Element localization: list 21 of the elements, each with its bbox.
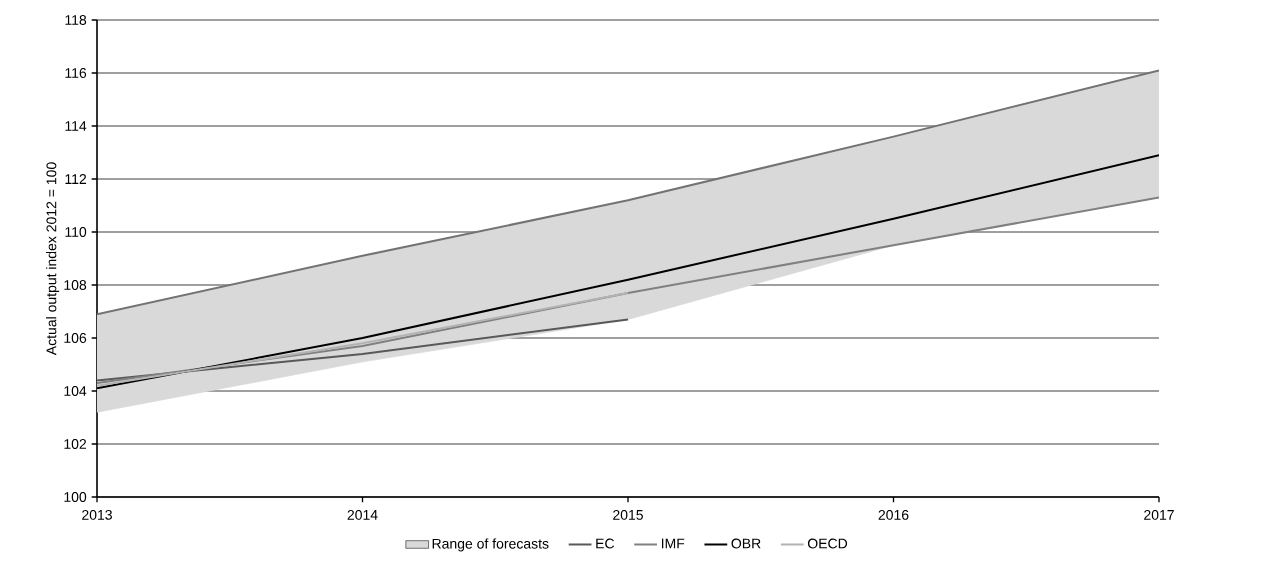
x-tick-label: 2014	[347, 509, 378, 520]
y-tick-label: 116	[65, 68, 87, 78]
y-tick-label: 104	[64, 386, 87, 396]
x-tick-label: 2013	[82, 509, 112, 520]
legend-label: Range of forecasts	[432, 538, 549, 552]
y-tick-label: 114	[65, 121, 87, 131]
y-tick-label: 110	[65, 227, 87, 237]
y-tick-label: 112	[65, 174, 87, 184]
legend-label: OBR	[731, 538, 761, 549]
x-tick-label: 2016	[878, 509, 909, 520]
y-tick-label: 108	[64, 280, 87, 290]
y-axis-title: Actual output index 2012 = 100	[46, 162, 60, 356]
y-tick-label: 106	[64, 333, 87, 343]
y-tick-label: 102	[64, 439, 87, 449]
legend-label: EC	[596, 538, 615, 549]
y-tick-label: 118	[65, 15, 87, 25]
y-tick-label: 100	[64, 492, 87, 502]
x-tick-label: 2017	[1144, 509, 1174, 520]
legend-label: IMF	[661, 538, 685, 549]
legend-label: OECD	[807, 538, 848, 549]
x-tick-label: 2015	[613, 509, 643, 520]
